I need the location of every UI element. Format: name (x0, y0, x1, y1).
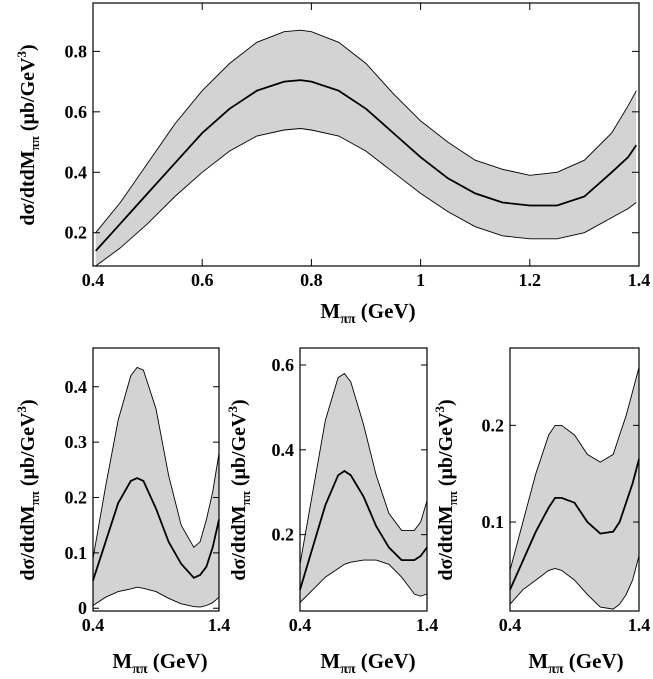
bottom-left-central-curve (92, 477, 220, 581)
bottom-middle-y-axis-label: dσ/dtdMππ (μb/GeV3) (225, 399, 253, 580)
bottom-right-lower-bound-line (509, 555, 640, 610)
bottom-middle-x-tick-label: 0.4 (289, 615, 312, 635)
bottom-right-y-tick-label: 0.2 (482, 415, 505, 435)
bottom-right-y-tick-label: 0.1 (482, 512, 505, 532)
bottom-right-plot-frame (509, 347, 640, 612)
bottom-left-y-tick-label: 0.2 (65, 487, 88, 507)
bottom-left-y-tick-label: 0.1 (65, 543, 88, 563)
top-y-tick-label: 0.8 (65, 41, 88, 61)
top-uncertainty-band (95, 30, 637, 267)
bottom-right-x-axis-label: Mππ (GeV) (528, 649, 623, 677)
top-x-tick-label: 1.4 (628, 270, 651, 290)
top-y-tick-label: 0.4 (65, 162, 88, 182)
bottom-left-panel: 0.4 1.4 0 0.1 0.2 0.3 0.4 Mππ (GeV) dσ/dtdMππ … (14, 347, 231, 677)
bottom-left-x-axis-label: Mππ (GeV) (112, 649, 207, 677)
top-x-tick-label: 1.2 (519, 270, 542, 290)
top-x-tick-label: 0.8 (300, 270, 323, 290)
bottom-middle-plot-frame (299, 347, 428, 612)
bottom-right-x-tick-label: 1.4 (628, 615, 651, 635)
bottom-middle-x-axis-label: Mππ (GeV) (320, 649, 415, 677)
bottom-middle-uncertainty-band (300, 373, 427, 603)
bottom-right-panel: 0.4 1.4 0.1 0.2 Mππ (GeV) dσ/dtdMππ (μb/GeV… (432, 347, 651, 677)
top-plot-frame (92, 2, 640, 267)
bottom-left-y-axis-label: dσ/dtdMππ (μb/GeV3) (14, 399, 42, 580)
bottom-left-y-tick-label: 0 (78, 598, 87, 618)
bottom-right-uncertainty-band (510, 367, 639, 610)
top-x-tick-label: 0.6 (191, 270, 214, 290)
bottom-middle-central-curve (299, 469, 428, 591)
top-x-tick-label: 0.4 (82, 270, 105, 290)
top-x-tick-label: 1 (416, 270, 425, 290)
bottom-left-uncertainty-band (93, 367, 219, 608)
top-y-axis-label: dσ/dtdMππ (μb/GeV3) (14, 44, 42, 225)
top-central-curve (95, 79, 638, 252)
bottom-middle-lower-bound-line (299, 559, 428, 603)
bottom-left-lower-bound-line (92, 586, 220, 608)
top-y-tick-label: 0.6 (65, 102, 88, 122)
bottom-left-y-tick-label: 0.4 (65, 377, 88, 397)
bottom-middle-upper-bound-line (299, 372, 428, 565)
bottom-left-x-tick-label: 0.4 (82, 615, 105, 635)
bottom-right-y-axis-label: dσ/dtdMππ (μb/GeV3) (432, 399, 460, 580)
bottom-left-x-tick-label: 1.4 (208, 615, 231, 635)
bottom-right-central-curve (509, 458, 640, 591)
bottom-middle-y-tick-label: 0.6 (272, 355, 295, 375)
bottom-right-x-tick-label: 0.4 (499, 615, 522, 635)
bottom-right-upper-bound-line (509, 367, 640, 571)
bottom-middle-y-tick-label: 0.4 (272, 440, 295, 460)
bottom-left-upper-bound-line (92, 366, 220, 559)
bottom-left-y-tick-label: 0.3 (65, 432, 88, 452)
top-x-axis-label: Mππ (GeV) (320, 299, 415, 327)
bottom-left-plot-frame (92, 347, 220, 612)
top-y-tick-label: 0.2 (65, 223, 88, 243)
top-upper-bound-line (95, 29, 637, 233)
bottom-middle-y-tick-label: 0.2 (272, 525, 295, 545)
top-lower-bound-line (95, 128, 637, 267)
top-panel: 0.4 0.6 0.8 1 1.2 1.4 0.2 0.4 0.6 0.8 Mππ (GeV) d… (14, 2, 651, 327)
bottom-middle-panel: 0.4 1.4 0.2 0.4 0.6 Mππ (GeV) dσ/dtdMππ (μb/… (225, 347, 439, 677)
bottom-middle-x-tick-label: 1.4 (416, 615, 439, 635)
